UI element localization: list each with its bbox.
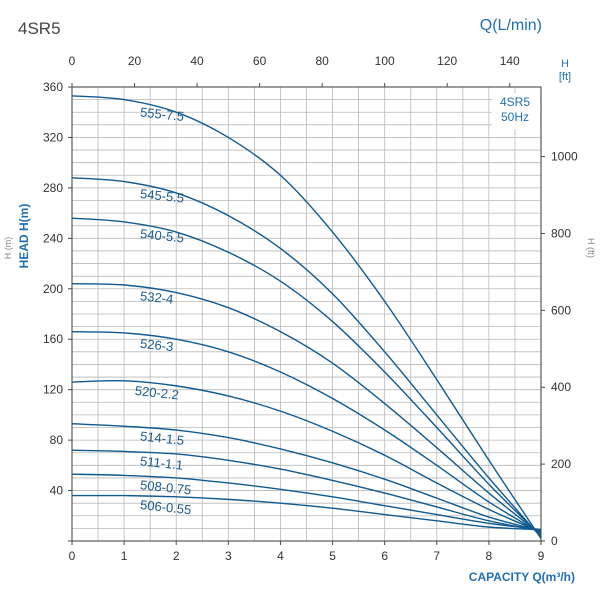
legend-frequency: 50Hz (501, 110, 529, 124)
curve-514-1.5 (71, 423, 542, 532)
left-y-axis-title: HEAD H(m) (17, 204, 31, 269)
y-tick-label: 240 (43, 231, 63, 245)
x-top-tick-label: 80 (315, 54, 329, 68)
curve-label-514-1.5: 514-1.5 (139, 428, 184, 448)
y-tick-label: 160 (43, 332, 63, 346)
curve-label-511-1.1: 511-1.1 (139, 453, 183, 472)
x-top-tick-label: 60 (253, 54, 267, 68)
curve-508-0.75 (71, 473, 542, 531)
label-layer: 555-7.5 545-5.5 540-5.5 532-4 526-3 520-2.2 51… (134, 104, 192, 517)
curve-545-5.5 (71, 177, 542, 538)
y-tick-label: 40 (50, 484, 64, 498)
curve-layer (71, 95, 542, 539)
x-tick-label: 2 (173, 549, 180, 563)
x-tick-label: 8 (486, 549, 493, 563)
y-right-tick-label: 0 (551, 534, 558, 548)
curve-526-3 (71, 330, 542, 535)
x-top-tick-label: 0 (69, 54, 76, 68)
x-tick-label: 5 (329, 549, 336, 563)
y-right-tick-label: 200 (551, 457, 571, 471)
right-faint-axis-note: H (ft) (586, 238, 596, 258)
y-tick-label: 280 (43, 181, 63, 195)
x-tick-label: 9 (538, 549, 545, 563)
right-y-axis-title: H (561, 58, 569, 70)
x-tick-label: 1 (121, 549, 128, 563)
x-tick-label: 3 (225, 549, 232, 563)
x-top-tick-label: 100 (375, 54, 395, 68)
curve-555-7.5 (71, 95, 542, 539)
x-top-tick-label: 120 (437, 54, 457, 68)
curve-511-1.1 (71, 449, 542, 532)
curve-label-555-7.5: 555-7.5 (139, 104, 184, 124)
curve-label-520-2.2: 520-2.2 (134, 383, 179, 403)
x-top-tick-label: 140 (500, 54, 520, 68)
grid-layer (72, 87, 541, 541)
x-tick-label: 7 (433, 549, 440, 563)
curve-label-545-5.5: 545-5.5 (139, 186, 184, 206)
y-right-tick-label: 400 (551, 380, 571, 394)
x-tick-label: 0 (69, 549, 76, 563)
x-tick-label: 4 (277, 549, 284, 563)
left-faint-axis-note: H (m) (3, 237, 13, 260)
curve-label-526-3: 526-3 (139, 336, 174, 354)
right-y-axis-unit: [ft] (559, 71, 571, 83)
curve-506-0.55 (71, 494, 542, 531)
y-tick-label: 80 (50, 433, 64, 447)
curve-520-2.2 (71, 380, 542, 533)
tick-layer: 0 1 2 3 4 5 6 7 8 90 20 40 60 80 100 120 140408012016020… (43, 54, 578, 563)
y-tick-label: 120 (43, 383, 63, 397)
curve-label-532-4: 532-4 (139, 288, 174, 306)
plot-frame (71, 86, 542, 542)
x-axis-title: CAPACITY Q(m³/h) (469, 570, 575, 584)
y-right-tick-label: 1000 (551, 150, 578, 164)
curve-label-508-0.75: 508-0.75 (139, 477, 192, 497)
curve-label-506-0.55: 506-0.55 (139, 497, 192, 517)
y-tick-label: 360 (43, 80, 63, 94)
legend-box (492, 93, 540, 129)
y-right-tick-label: 600 (551, 303, 571, 317)
y-right-tick-label: 800 (551, 226, 571, 240)
curve-540-5.5 (71, 217, 542, 537)
y-tick-label: 200 (43, 282, 63, 296)
top-x-axis-title: Q(L/min) (480, 17, 542, 34)
curve-532-4 (71, 283, 542, 536)
y-tick-label: 320 (43, 130, 63, 144)
curve-label-540-5.5: 540-5.5 (139, 226, 184, 246)
model-title: 4SR5 (18, 19, 61, 38)
x-tick-label: 6 (381, 549, 388, 563)
x-top-tick-label: 20 (128, 54, 142, 68)
legend-model: 4SR5 (500, 95, 530, 109)
x-top-tick-label: 40 (190, 54, 204, 68)
